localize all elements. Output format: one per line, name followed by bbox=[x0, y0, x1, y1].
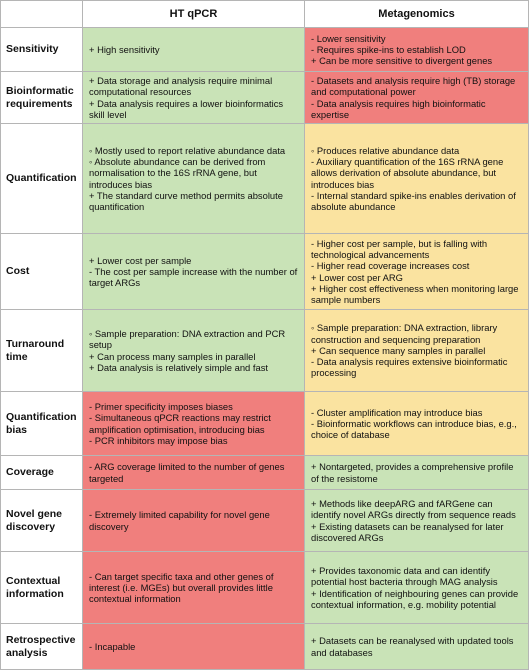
cell-line: - Higher read coverage increases cost bbox=[311, 260, 470, 272]
table-row: Quantification ◦ Mostly used to report re… bbox=[0, 123, 529, 234]
row-label: Coverage bbox=[0, 455, 83, 490]
cell-line: - PCR inhibitors may impose bias bbox=[89, 434, 228, 446]
ht-qpcr-cell: ◦ Sample preparation: DNA extraction and… bbox=[82, 309, 305, 392]
ht-qpcr-cell: + High sensitivity bbox=[82, 27, 305, 72]
cell-line: + Data analysis requires a lower bioinfo… bbox=[89, 97, 284, 120]
metagenomics-cell: - Datasets and analysis require high (TB… bbox=[304, 71, 529, 124]
ht-qpcr-cell: - Extremely limited capability for novel… bbox=[82, 489, 305, 552]
table-row: Cost + Lower cost per sample - The cost pe… bbox=[0, 233, 529, 310]
row-label: Cost bbox=[0, 233, 83, 310]
ht-qpcr-cell: - Primer specificity imposes biases - Sim… bbox=[82, 391, 305, 456]
table-row: Novel gene discovery - Extremely limited … bbox=[0, 489, 529, 552]
metagenomics-cell: + Nontargeted, provides a comprehensive … bbox=[304, 455, 529, 490]
ht-qpcr-cell: - Can target specific taxa and other gen… bbox=[82, 551, 305, 624]
header-ht-qpcr: HT qPCR bbox=[82, 0, 305, 28]
metagenomics-cell: - Higher cost per sample, but is falling… bbox=[304, 233, 529, 310]
table-row: Turnaround time ◦ Sample preparation: DNA… bbox=[0, 309, 529, 392]
table-row: Coverage - ARG coverage limited to the nu… bbox=[0, 455, 529, 490]
cell-line: - Higher cost per sample, but is falling… bbox=[311, 237, 488, 260]
cell-line: - Data analysis requires extensive bioin… bbox=[311, 356, 508, 379]
cell-line: - Lower sensitivity bbox=[311, 32, 386, 44]
cell-line: + Methods like deepARG and fARGene can i… bbox=[311, 497, 516, 521]
row-label: Turnaround time bbox=[0, 309, 83, 392]
cell-line: + Can be more sensitive to divergent gen… bbox=[311, 55, 493, 67]
cell-line: + Provides taxonomic data and can identi… bbox=[311, 564, 498, 588]
cell-line: ◦ Produces relative abundance data bbox=[311, 144, 460, 156]
cell-line: ◦ Sample preparation: DNA extraction, li… bbox=[311, 322, 498, 345]
cell-line: - Extremely limited capability for novel… bbox=[89, 509, 270, 532]
ht-qpcr-cell: - ARG coverage limited to the number of … bbox=[82, 455, 305, 490]
cell-line: - Can target specific taxa and other gen… bbox=[89, 570, 274, 605]
metagenomics-cell: + Methods like deepARG and fARGene can i… bbox=[304, 489, 529, 552]
row-label: Quantification bbox=[0, 123, 83, 234]
ht-qpcr-cell: ◦ Mostly used to report relative abundan… bbox=[82, 123, 305, 234]
row-label: Sensitivity bbox=[0, 27, 83, 72]
cell-line: + Lower cost per sample bbox=[89, 254, 192, 266]
row-label: Bioinformatic requirements bbox=[0, 71, 83, 124]
ht-qpcr-cell: + Data storage and analysis require mini… bbox=[82, 71, 305, 124]
ht-qpcr-cell: - Incapable bbox=[82, 623, 305, 670]
header-row: HT qPCR Metagenomics bbox=[0, 0, 529, 28]
header-metagenomics: Metagenomics bbox=[304, 0, 529, 28]
row-label: Retrospective analysis bbox=[0, 623, 83, 670]
cell-line: + Data analysis is relatively simple and… bbox=[89, 361, 268, 373]
table-row: Quantification bias - Primer specificity … bbox=[0, 391, 529, 456]
cell-line: - ARG coverage limited to the number of … bbox=[89, 461, 285, 484]
cell-line: + High sensitivity bbox=[89, 43, 160, 55]
metagenomics-cell: + Datasets can be reanalysed with update… bbox=[304, 623, 529, 670]
ht-qpcr-cell: + Lower cost per sample - The cost per sa… bbox=[82, 233, 305, 310]
cell-line: - Incapable bbox=[89, 640, 136, 652]
cell-line: + The standard curve method permits abso… bbox=[89, 189, 283, 213]
cell-line: + Identification of neighbouring genes c… bbox=[311, 587, 519, 610]
cell-line: ◦ Absolute abundance can be derived from… bbox=[89, 155, 266, 190]
cell-line: - Primer specificity imposes biases bbox=[89, 400, 233, 412]
cell-line: - Datasets and analysis require high (TB… bbox=[311, 74, 516, 98]
row-label: Contextual information bbox=[0, 551, 83, 624]
cell-line: ◦ Mostly used to report relative abundan… bbox=[89, 144, 286, 156]
metagenomics-cell: ◦ Sample preparation: DNA extraction, li… bbox=[304, 309, 529, 392]
cell-line: - Auxiliary quantification of the 16S rR… bbox=[311, 155, 504, 190]
cell-line: + Can sequence many samples in parallel bbox=[311, 344, 486, 356]
table-row: Retrospective analysis - Incapable + Datas… bbox=[0, 623, 529, 670]
cell-line: - Requires spike-ins to establish LOD bbox=[311, 43, 466, 55]
cell-line: ◦ Sample preparation: DNA extraction and… bbox=[89, 327, 286, 351]
table-row: Bioinformatic requirements + Data storage… bbox=[0, 71, 529, 124]
cell-line: - Internal standard spike-ins enables de… bbox=[311, 189, 516, 213]
metagenomics-cell: - Cluster amplification may introduce bi… bbox=[304, 391, 529, 456]
row-label: Novel gene discovery bbox=[0, 489, 83, 552]
cell-line: + Datasets can be reanalysed with update… bbox=[311, 635, 514, 658]
cell-line: + Higher cost effectiveness when monitor… bbox=[311, 282, 519, 306]
table-row: Contextual information - Can target speci… bbox=[0, 551, 529, 624]
metagenomics-cell: + Provides taxonomic data and can identi… bbox=[304, 551, 529, 624]
cell-line: + Lower cost per ARG bbox=[311, 271, 403, 283]
cell-line: + Data storage and analysis require mini… bbox=[89, 74, 273, 98]
cell-line: + Existing datasets can be reanalysed fo… bbox=[311, 520, 504, 543]
cell-line: - Data analysis requires high bioinforma… bbox=[311, 97, 486, 120]
cell-line: - Simultaneous qPCR reactions may restri… bbox=[89, 412, 271, 435]
cell-line: - Cluster amplification may introduce bi… bbox=[311, 406, 483, 418]
table-row: Sensitivity + High sensitivity - Lower sen… bbox=[0, 27, 529, 72]
header-corner bbox=[0, 0, 83, 28]
metagenomics-cell: - Lower sensitivity - Requires spike-ins … bbox=[304, 27, 529, 72]
cell-line: + Nontargeted, provides a comprehensive … bbox=[311, 461, 514, 484]
row-label: Quantification bias bbox=[0, 391, 83, 456]
metagenomics-cell: ◦ Produces relative abundance data - Auxi… bbox=[304, 123, 529, 234]
table-body: Sensitivity + High sensitivity - Lower sen… bbox=[0, 27, 529, 670]
cell-line: - The cost per sample increase with the … bbox=[89, 265, 298, 289]
cell-line: + Can process many samples in parallel bbox=[89, 350, 256, 362]
cell-line: - Bioinformatic workflows can introduce … bbox=[311, 417, 517, 441]
